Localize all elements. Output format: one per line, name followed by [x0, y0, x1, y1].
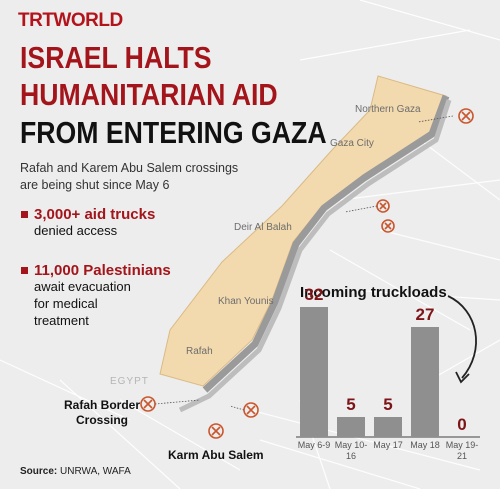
- subtitle: Rafah and Karem Abu Salem crossings are …: [20, 161, 239, 192]
- bar: [411, 327, 439, 437]
- value-label: 0: [457, 415, 467, 434]
- map-label: Khan Younis: [218, 296, 274, 307]
- bullet-text: denied access: [34, 223, 118, 238]
- bar: [374, 416, 402, 437]
- crossing-label: Karm Abu Salem: [168, 448, 264, 462]
- chart-title: Incoming truckloads: [300, 284, 447, 301]
- x-tick-label: May 10-16: [334, 440, 368, 462]
- map-label: Gaza City: [330, 138, 374, 149]
- value-label: 27: [415, 305, 435, 325]
- value-label: 32: [304, 285, 324, 304]
- value-label: 5: [346, 394, 356, 414]
- map-label: EGYPT: [110, 376, 149, 387]
- x-tick-label: May 6-9: [297, 440, 331, 450]
- title-line: ISRAEL HALTS: [20, 40, 212, 75]
- value-label: 5: [383, 394, 393, 414]
- bar: [300, 307, 328, 437]
- bullet: 3,000+ aid trucks denied access: [21, 206, 214, 240]
- source: Source: UNRWA, WAFA: [20, 466, 131, 477]
- bullet-headline: 11,000 Palestinians: [34, 262, 171, 279]
- map-label: Rafah: [186, 346, 213, 357]
- crossing-label: Rafah Border Crossing: [63, 398, 140, 427]
- x-tick-label: May 19-21: [445, 440, 479, 462]
- source-label: Source:: [20, 466, 58, 477]
- title-line: FROM ENTERING GAZA: [20, 115, 327, 150]
- bullet-text: await evacuation for medical treatment: [34, 279, 131, 328]
- x-tick-label: May 17: [373, 440, 403, 450]
- bullet: 11,000 Palestinians await evacuation for…: [21, 262, 171, 330]
- source-text: UNRWA, WAFA: [60, 466, 131, 477]
- x-tick-label: May 18: [410, 440, 440, 450]
- map-label: Deir Al Balah: [234, 222, 292, 233]
- bar: [337, 416, 365, 437]
- map-label: Northern Gaza: [355, 104, 421, 115]
- bullet-headline: 3,000+ aid trucks: [34, 206, 156, 223]
- logo: TRTWORLD: [18, 10, 123, 31]
- title-line: HUMANITARIAN AID: [20, 77, 278, 112]
